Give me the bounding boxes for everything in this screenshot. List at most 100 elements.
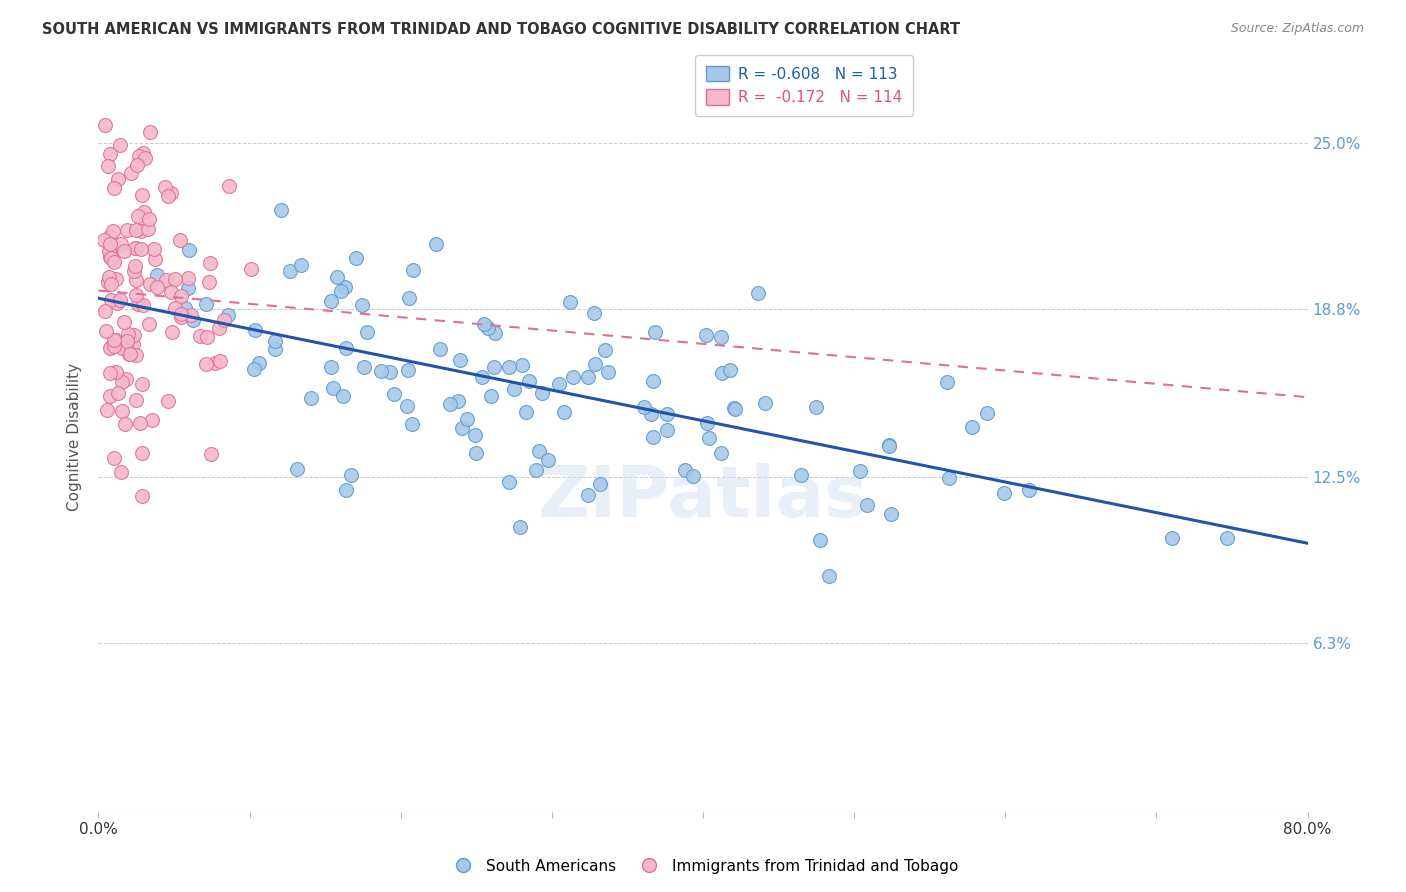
Point xyxy=(105,333,128,347)
Point xyxy=(194,296,217,310)
Point xyxy=(242,362,264,376)
Text: ZIPatlas: ZIPatlas xyxy=(538,463,868,532)
Text: SOUTH AMERICAN VS IMMIGRANTS FROM TRINIDAD AND TOBAGO COGNITIVE DISABILITY CORRE: SOUTH AMERICAN VS IMMIGRANTS FROM TRINID… xyxy=(42,22,960,37)
Point xyxy=(165,271,187,285)
Point xyxy=(596,365,619,379)
Point xyxy=(124,259,146,273)
Point xyxy=(1215,531,1237,545)
Legend: R = -0.608   N = 113, R =  -0.172   N = 114: R = -0.608 N = 113, R = -0.172 N = 114 xyxy=(696,55,912,116)
Legend: South Americans, Immigrants from Trinidad and Tobago: South Americans, Immigrants from Trinida… xyxy=(441,853,965,880)
Point xyxy=(98,146,121,161)
Point xyxy=(247,356,270,370)
Point xyxy=(808,533,831,547)
Point xyxy=(576,370,599,384)
Point xyxy=(524,463,547,477)
Point xyxy=(177,271,200,285)
Point xyxy=(655,423,678,437)
Point xyxy=(643,375,665,389)
Point xyxy=(509,519,531,533)
Point xyxy=(696,416,718,430)
Point xyxy=(401,417,423,431)
Point xyxy=(141,413,163,427)
Point xyxy=(326,270,349,285)
Point xyxy=(94,118,117,132)
Point xyxy=(396,362,419,376)
Point xyxy=(938,471,960,485)
Point xyxy=(139,125,162,139)
Point xyxy=(640,407,662,421)
Point xyxy=(97,275,120,289)
Point xyxy=(112,244,135,258)
Text: Source: ZipAtlas.com: Source: ZipAtlas.com xyxy=(1230,22,1364,36)
Point xyxy=(321,293,343,308)
Point xyxy=(94,324,117,338)
Point xyxy=(115,334,138,348)
Point xyxy=(993,486,1015,500)
Point xyxy=(125,393,148,408)
Point xyxy=(110,237,132,252)
Point xyxy=(877,438,900,452)
Point xyxy=(156,394,179,409)
Point xyxy=(333,280,356,294)
Point xyxy=(117,327,139,342)
Point xyxy=(482,359,505,374)
Point xyxy=(124,241,146,255)
Point xyxy=(464,428,486,442)
Point xyxy=(299,391,322,405)
Point xyxy=(335,341,357,355)
Point xyxy=(641,429,664,443)
Point xyxy=(335,483,357,497)
Point xyxy=(155,180,177,194)
Point xyxy=(98,229,121,244)
Point xyxy=(100,252,122,266)
Point xyxy=(195,329,218,343)
Point xyxy=(517,374,540,388)
Point xyxy=(856,498,879,512)
Point xyxy=(270,203,292,218)
Point xyxy=(114,417,136,432)
Point xyxy=(94,304,117,318)
Point xyxy=(330,284,353,298)
Point xyxy=(849,464,872,478)
Point xyxy=(98,341,121,355)
Point xyxy=(136,222,159,236)
Point xyxy=(479,389,502,403)
Point xyxy=(125,158,148,172)
Point xyxy=(697,431,720,445)
Point xyxy=(356,325,378,339)
Point xyxy=(125,222,148,236)
Point xyxy=(673,463,696,477)
Point xyxy=(510,358,533,372)
Point xyxy=(103,255,125,269)
Point xyxy=(332,389,354,403)
Point xyxy=(105,296,128,310)
Point xyxy=(142,242,165,256)
Point xyxy=(110,465,132,479)
Point xyxy=(98,250,121,264)
Point xyxy=(370,364,392,378)
Point xyxy=(498,475,520,489)
Point xyxy=(723,401,745,415)
Point xyxy=(131,146,153,161)
Point xyxy=(498,359,520,374)
Point xyxy=(503,382,526,396)
Point xyxy=(125,288,148,302)
Point xyxy=(340,468,363,483)
Point xyxy=(1018,483,1040,498)
Point xyxy=(98,244,121,258)
Point xyxy=(217,309,239,323)
Point xyxy=(754,395,776,409)
Point xyxy=(290,258,312,272)
Point xyxy=(173,301,195,316)
Point xyxy=(710,366,733,380)
Point xyxy=(170,310,193,325)
Point xyxy=(93,233,115,247)
Point xyxy=(243,323,266,337)
Point xyxy=(208,354,231,368)
Point xyxy=(132,298,155,312)
Point xyxy=(724,402,747,417)
Point xyxy=(188,329,211,343)
Point xyxy=(218,179,240,194)
Point xyxy=(98,367,121,381)
Point xyxy=(384,387,406,401)
